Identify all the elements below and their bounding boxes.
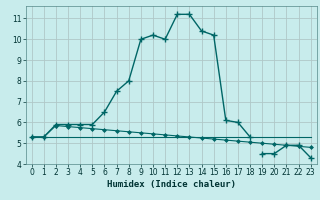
X-axis label: Humidex (Indice chaleur): Humidex (Indice chaleur) xyxy=(107,180,236,189)
